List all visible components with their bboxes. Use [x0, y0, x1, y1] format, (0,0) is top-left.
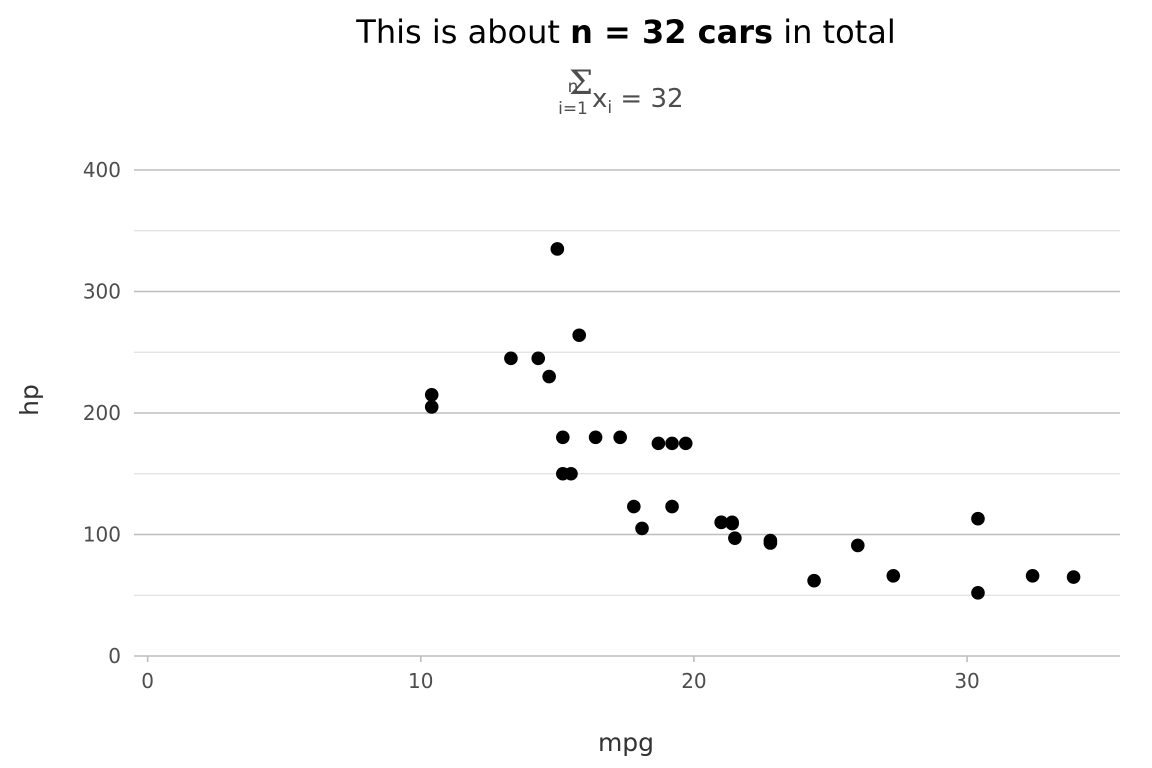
subtitle-variable-subscript: i — [607, 98, 612, 118]
data-point — [665, 436, 679, 451]
axis-layer — [146, 656, 968, 662]
data-point — [627, 499, 641, 514]
data-point — [678, 436, 693, 451]
y-tick-label-200: 200 — [83, 401, 121, 425]
data-point — [763, 533, 778, 548]
data-point — [550, 242, 565, 256]
x-tick-label-0: 0 — [141, 669, 154, 693]
y-tick-label-300: 300 — [83, 280, 121, 304]
y-tick-label-0: 0 — [108, 644, 121, 668]
data-point — [635, 521, 649, 536]
subtitle-variable: x — [592, 84, 607, 114]
subtitle-expression: xi = 32 — [592, 84, 684, 118]
subtitle-equals: = 32 — [612, 84, 683, 114]
chart-title-bold: n = 32 cars — [570, 13, 773, 51]
y-tick-label-400: 400 — [83, 158, 121, 182]
x-tick-label-20: 20 — [681, 669, 706, 693]
x-tick-label-30: 30 — [954, 669, 979, 693]
data-point — [651, 436, 666, 451]
data-point — [556, 466, 570, 481]
tick-labels: 0 100 200 300 400 0 10 20 30 — [83, 158, 980, 693]
data-point — [1066, 570, 1081, 584]
y-axis-title: hp — [15, 384, 44, 416]
x-axis-title: mpg — [598, 728, 654, 757]
subtitle-sum-symbol: Σ — [569, 63, 593, 103]
x-tick-label-10: 10 — [408, 669, 433, 693]
chart-title-suffix: in total — [773, 13, 896, 51]
data-point — [1025, 569, 1040, 583]
data-point — [572, 328, 587, 343]
data-point — [556, 430, 570, 445]
data-point — [424, 387, 439, 402]
data-point — [665, 499, 679, 514]
data-point — [807, 573, 821, 588]
data-point — [531, 351, 546, 366]
data-point — [714, 515, 729, 530]
chart-title-prefix: This is about — [355, 13, 570, 51]
data-point — [728, 531, 742, 545]
data-point — [971, 511, 985, 526]
data-point — [725, 516, 739, 531]
chart-title: This is about n = 32 cars in total — [355, 13, 895, 51]
data-point — [504, 351, 518, 366]
data-point — [424, 400, 439, 414]
subtitle-upper-limit: n — [568, 77, 579, 97]
data-point — [886, 569, 901, 583]
data-point — [971, 586, 985, 600]
data-point — [613, 430, 627, 445]
chart-subtitle: n Σ i=1 xi = 32 — [558, 63, 683, 119]
data-point — [542, 369, 556, 384]
data-point — [588, 430, 603, 445]
grid-layer — [134, 169, 1120, 657]
y-tick-label-100: 100 — [83, 523, 121, 547]
data-points — [424, 242, 1081, 600]
subtitle-lower-limit: i=1 — [558, 99, 588, 119]
data-point — [850, 538, 865, 553]
